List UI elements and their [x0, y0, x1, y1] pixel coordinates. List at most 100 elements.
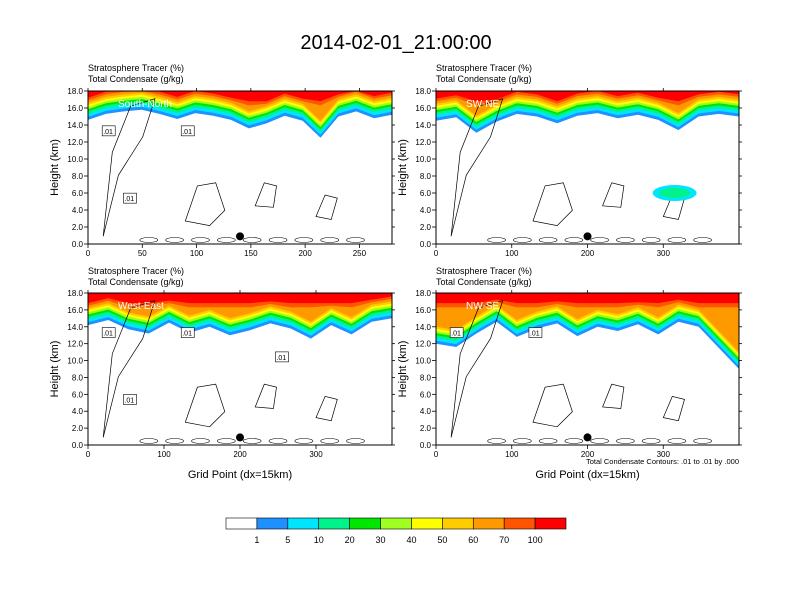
- condensate-contour: [667, 237, 687, 243]
- condensate-contour: [315, 395, 338, 422]
- y-tick-label: 0.0: [72, 441, 84, 450]
- tracer-band-10: [88, 293, 392, 304]
- condensate-contour: [667, 438, 687, 444]
- x-tick-label: 200: [298, 249, 312, 258]
- location-marker: [583, 433, 592, 442]
- condensate-contour: [320, 237, 339, 243]
- panel-4-field: [436, 293, 739, 444]
- contour-label-box: [528, 327, 543, 338]
- condensate-contour: [693, 237, 712, 243]
- y-tick-label: 16.0: [67, 306, 83, 315]
- contour-label-box: [101, 327, 116, 338]
- contour-label-box: [275, 351, 289, 363]
- x-tick-label: 0: [434, 249, 439, 258]
- y-tick-label: 12.0: [67, 138, 83, 147]
- colorbar-box: [287, 517, 320, 530]
- x-axis-label: Grid Point (dx=15km): [535, 469, 639, 481]
- x-tick-label: 0: [86, 450, 91, 459]
- panel-4-name: NW-SE: [466, 301, 499, 312]
- y-tick-label: 6.0: [72, 189, 84, 198]
- x-tick-label: 300: [657, 249, 671, 258]
- y-tick-label: 2.0: [72, 223, 84, 232]
- condensate-contour: [616, 438, 635, 444]
- y-tick-label: 10.0: [67, 357, 83, 366]
- y-tick-label: 2.0: [420, 424, 432, 433]
- condensate-contour: [564, 237, 584, 243]
- condensate-contour: [641, 237, 661, 243]
- condensate-contour: [102, 300, 156, 438]
- contour-label: .01: [451, 331, 461, 338]
- condensate-contour: [538, 237, 558, 243]
- x-tick-label: 100: [505, 450, 519, 459]
- condensate-contour: [165, 237, 184, 243]
- colorbar: 1 5 10 20 30 40 50 60 70 100: [225, 517, 567, 545]
- panel-2-field: [436, 91, 739, 243]
- colorbar-box: [503, 517, 536, 530]
- condensate-contour: [641, 438, 661, 444]
- panel-2-name: SW-NE: [466, 99, 499, 110]
- y-tick-label: 14.0: [415, 121, 431, 130]
- y-tick-label: 6.0: [72, 390, 84, 399]
- x-tick-label: 0: [434, 450, 439, 459]
- y-tick-label: 8.0: [420, 172, 432, 181]
- contour-label-box: [180, 327, 195, 338]
- y-tick-label: 12.0: [415, 138, 431, 147]
- panel-3-subtitle-tracer: Stratosphere Tracer (%): [88, 266, 185, 276]
- y-tick-label: 14.0: [67, 121, 83, 130]
- contour-label: .01: [124, 397, 134, 404]
- condensate-contour: [102, 98, 156, 237]
- condensate-contour: [315, 194, 338, 220]
- condensate-contour: [590, 237, 609, 243]
- condensate-contour: [513, 438, 532, 444]
- y-axis-label: Height (km): [397, 341, 409, 398]
- condensate-contour: [346, 237, 365, 243]
- panel-1-subtitle-tracer: Stratosphere Tracer (%): [88, 63, 185, 73]
- contour-label: .01: [182, 331, 192, 338]
- colorbar-box: [472, 517, 505, 530]
- contour-label: .01: [124, 196, 134, 203]
- contour-label-box: [180, 125, 195, 137]
- x-tick-label: 100: [505, 249, 519, 258]
- y-tick-label: 8.0: [72, 373, 84, 382]
- condensate-contour: [346, 438, 365, 444]
- x-tick-label: 50: [138, 249, 147, 258]
- y-tick-label: 12.0: [67, 340, 83, 349]
- condensate-contour: [268, 438, 288, 444]
- panel-1-field: [88, 91, 392, 243]
- y-tick-label: 10.0: [415, 155, 431, 164]
- colorbar-box: [380, 517, 412, 530]
- condensate-contour: [662, 395, 685, 422]
- y-tick-label: 0.0: [72, 240, 84, 249]
- panel-3-field: [88, 293, 392, 444]
- x-tick-label: 200: [233, 450, 247, 459]
- panel-2-subtitle-tracer: Stratosphere Tracer (%): [436, 63, 533, 73]
- y-tick-label: 16.0: [415, 306, 431, 315]
- x-tick-label: 200: [581, 249, 595, 258]
- condensate-contour: [242, 237, 262, 243]
- y-tick-label: 8.0: [420, 373, 432, 382]
- y-tick-label: 6.0: [420, 390, 432, 399]
- colorbar-label: 50: [437, 535, 447, 545]
- colorbar-label: 5: [285, 535, 290, 545]
- y-tick-label: 4.0: [72, 407, 84, 416]
- panel-4-subtitle-condensate: Total Condensate (g/kg): [436, 277, 532, 287]
- panel-1-subtitle-condensate: Total Condensate (g/kg): [88, 74, 184, 84]
- y-tick-label: 4.0: [420, 407, 432, 416]
- y-tick-label: 10.0: [415, 357, 431, 366]
- x-axis-label: Grid Point (dx=15km): [188, 469, 292, 481]
- condensate-contour: [532, 182, 573, 226]
- y-tick-label: 18.0: [67, 87, 83, 96]
- x-tick-label: 250: [353, 249, 367, 258]
- contour-label-box: [449, 327, 464, 338]
- condensate-contour: [254, 182, 277, 208]
- y-tick-label: 18.0: [67, 289, 83, 298]
- contour-label-box: [123, 192, 137, 204]
- contour-footnote: Total Condensate Contours: .01 to .01 by…: [586, 457, 739, 466]
- x-tick-label: 200: [581, 450, 595, 459]
- y-tick-label: 4.0: [420, 206, 432, 215]
- location-marker: [236, 232, 244, 241]
- tracer-blob: [658, 188, 691, 198]
- colorbar-label: 40: [406, 535, 416, 545]
- condensate-contour: [165, 438, 184, 444]
